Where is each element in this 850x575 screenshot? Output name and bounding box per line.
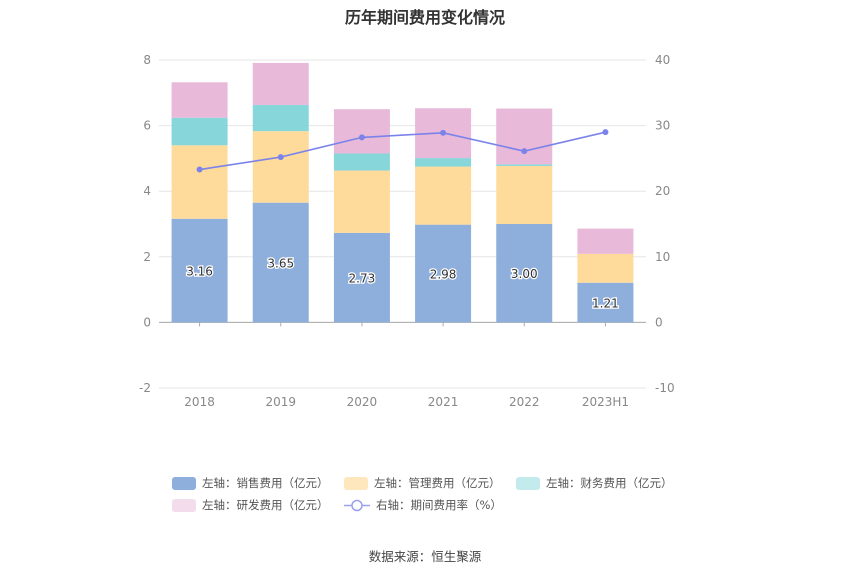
right-axis-tick-label: 40 xyxy=(655,53,670,67)
bar-value-label: 3.65 xyxy=(267,257,294,271)
legend-swatch-sales xyxy=(172,476,196,490)
rate-line-point xyxy=(277,154,284,161)
left-axis-tick-label: 8 xyxy=(143,53,151,67)
legend-label-rate: 右轴：期间费用率（%） xyxy=(376,498,502,512)
legend-item-rd[interactable]: 左轴：研发费用（亿元） xyxy=(172,497,344,513)
bar-segment-2 xyxy=(415,158,472,167)
legend-swatch-admin xyxy=(344,476,368,490)
rate-line-point xyxy=(602,129,609,136)
right-axis-tick-label: 10 xyxy=(655,250,670,264)
legend: 左轴：销售费用（亿元） 左轴：管理费用（亿元） 左轴：财务费用（亿元） 左轴：研… xyxy=(172,472,692,516)
legend-label-sales: 左轴：销售费用（亿元） xyxy=(202,476,329,490)
legend-item-finance[interactable]: 左轴：财务费用（亿元） xyxy=(516,475,688,491)
legend-label-admin: 左轴：管理费用（亿元） xyxy=(374,476,501,490)
rate-line xyxy=(196,129,609,173)
left-axis-tick-label: 6 xyxy=(143,119,151,133)
legend-swatch-finance xyxy=(516,476,540,490)
bar-segment-0 xyxy=(577,282,634,323)
bar-value-label: 1.21 xyxy=(592,297,619,311)
x-axis-tick-label: 2021 xyxy=(428,395,459,409)
legend-label-finance: 左轴：财务费用（亿元） xyxy=(546,476,673,490)
bar-segment-2 xyxy=(496,164,553,166)
bar-value-label: 2.73 xyxy=(349,272,376,286)
bar-segment-1 xyxy=(577,253,634,283)
bar-segment-3 xyxy=(171,82,228,118)
bar-segment-2 xyxy=(171,117,228,146)
axes: -2 -10 0 0 2 10 4 20 6 30 8 40 2018 2019 2020 2021 2022 2… xyxy=(139,53,675,409)
rate-line-point xyxy=(196,166,203,173)
bar-segment-3 xyxy=(577,228,634,254)
bar-segment-2 xyxy=(333,153,390,171)
bar-segment-3 xyxy=(496,108,553,165)
left-axis-tick-label: -2 xyxy=(139,381,151,395)
rate-line-path xyxy=(199,131,606,171)
data-labels: 3.16 3.65 2.73 2.98 3.00 1.21 xyxy=(185,255,620,312)
bar-segment-0 xyxy=(415,224,472,323)
left-axis-tick-label: 0 xyxy=(143,315,151,329)
rate-line-point xyxy=(358,134,365,141)
bar-segment-1 xyxy=(415,166,472,225)
left-axis-tick-label: 4 xyxy=(143,184,151,198)
bars xyxy=(171,62,634,323)
x-axis-tick-label: 2018 xyxy=(184,395,215,409)
legend-swatch-rd xyxy=(172,498,196,512)
bar-segment-2 xyxy=(252,104,309,132)
legend-row-2: 左轴：研发费用（亿元） 右轴：期间费用率（%） xyxy=(172,494,692,516)
legend-item-rate[interactable]: 右轴：期间费用率（%） xyxy=(344,497,516,513)
x-axis-tick-label: 2019 xyxy=(265,395,296,409)
bar-segment-1 xyxy=(333,170,390,233)
legend-line-marker-icon xyxy=(344,499,370,511)
grid-lines xyxy=(159,59,646,389)
bar-segment-3 xyxy=(252,62,309,105)
x-axis-tick-label: 2020 xyxy=(347,395,378,409)
right-axis-tick-label: 0 xyxy=(655,315,663,329)
legend-label-rd: 左轴：研发费用（亿元） xyxy=(202,498,329,512)
left-axis-tick-label: 2 xyxy=(143,250,151,264)
bar-segment-0 xyxy=(171,218,228,323)
bar-segment-0 xyxy=(496,224,553,323)
bar-segment-1 xyxy=(496,165,553,224)
rate-line-point xyxy=(521,148,528,155)
bar-segment-1 xyxy=(171,145,228,219)
chart-title: 历年期间费用变化情况 xyxy=(344,8,505,27)
x-axis-tick-label: 2022 xyxy=(509,395,540,409)
right-axis-tick-label: 20 xyxy=(655,184,670,198)
right-axis-tick-label: -10 xyxy=(655,381,675,395)
legend-item-admin[interactable]: 左轴：管理费用（亿元） xyxy=(344,475,516,491)
bar-segment-0 xyxy=(333,232,390,323)
bar-value-label: 3.16 xyxy=(186,265,213,279)
rate-line-point xyxy=(440,129,447,136)
bar-segment-0 xyxy=(252,202,309,323)
right-axis-tick-label: 30 xyxy=(655,119,670,133)
legend-row-1: 左轴：销售费用（亿元） 左轴：管理费用（亿元） 左轴：财务费用（亿元） xyxy=(172,472,692,494)
data-source-note: 数据来源：恒生聚源 xyxy=(368,549,482,564)
bar-value-label: 3.00 xyxy=(511,267,538,281)
bar-segment-1 xyxy=(252,131,309,203)
x-axis-tick-label: 2023H1 xyxy=(582,395,629,409)
bar-value-label: 2.98 xyxy=(430,268,457,282)
legend-item-sales[interactable]: 左轴：销售费用（亿元） xyxy=(172,475,344,491)
bar-segment-3 xyxy=(333,109,390,154)
